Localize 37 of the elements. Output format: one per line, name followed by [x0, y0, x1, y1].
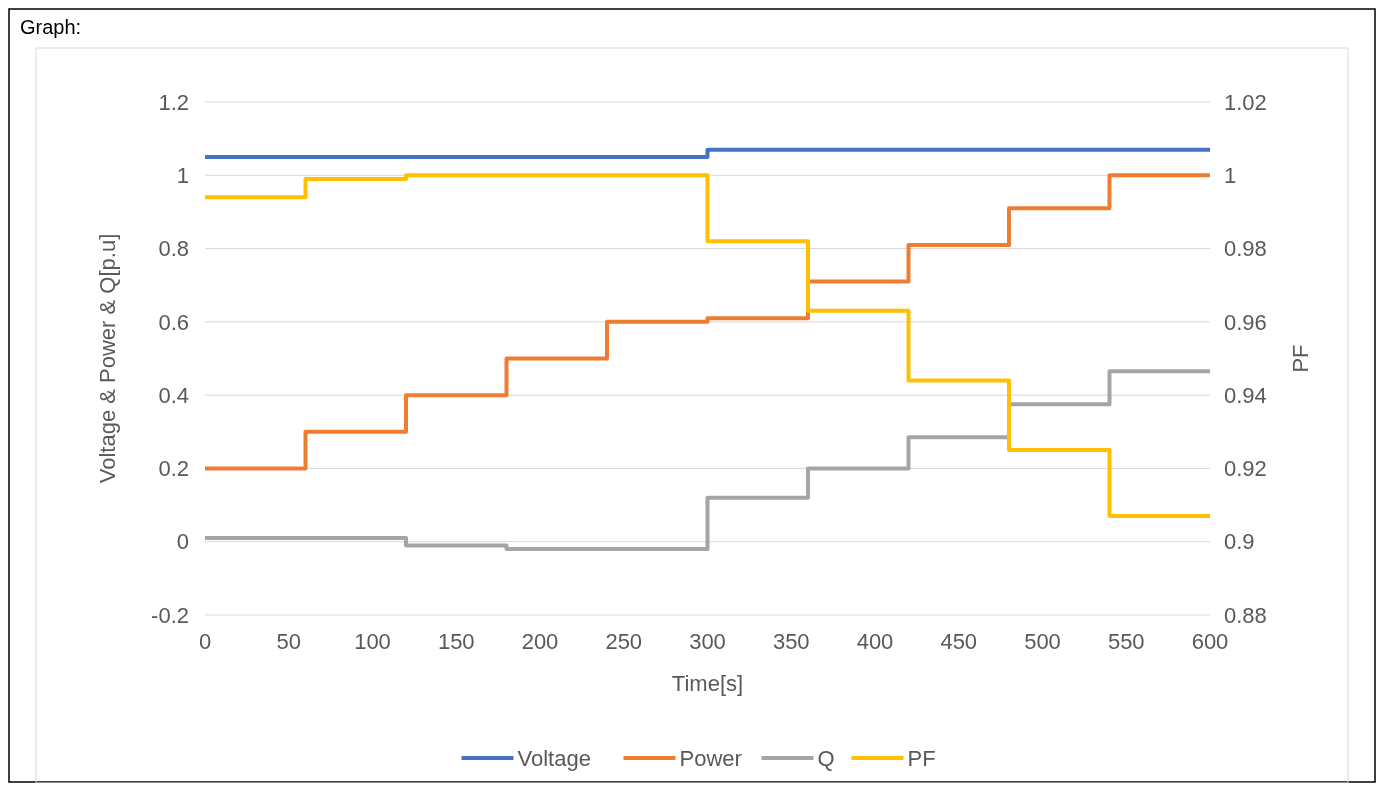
- x-tick-label: 200: [521, 629, 559, 654]
- y-tick-label: 0: [176, 529, 189, 555]
- y2-axis-title: PF: [1288, 344, 1313, 373]
- y2-tick-label: 0.9: [1224, 529, 1255, 555]
- y-tick-label: 0.8: [158, 236, 189, 262]
- y-axis-title: Voltage & Power & Q[p.u]: [95, 233, 120, 484]
- x-axis-title: Time[s]: [671, 671, 744, 696]
- x-tick-label: 0: [198, 629, 212, 654]
- y2-tick-label: 0.94: [1224, 382, 1267, 408]
- x-tick-label: 100: [354, 629, 391, 654]
- x-tick-label: 50: [276, 629, 301, 654]
- y2-tick-label: 0.92: [1224, 456, 1267, 482]
- x-tick-label: 400: [856, 629, 894, 654]
- legend-label: PF: [907, 745, 936, 771]
- y2-tick-label: 1.02: [1224, 89, 1267, 115]
- chart-title: Graph:: [20, 16, 82, 38]
- x-tick-label: 250: [605, 629, 643, 654]
- x-tick-label: 300: [689, 629, 726, 654]
- x-tick-label: 600: [1191, 629, 1229, 654]
- x-tick-label: 150: [437, 629, 475, 654]
- x-tick-label: 550: [1107, 629, 1145, 654]
- x-tick-label: 450: [940, 629, 978, 654]
- y2-tick-label: 0.88: [1224, 602, 1267, 628]
- y-tick-label: 1: [176, 162, 189, 188]
- y2-tick-label: 1: [1224, 162, 1237, 188]
- y2-tick-label: 0.98: [1224, 236, 1267, 262]
- x-tick-label: 500: [1024, 629, 1061, 654]
- y-tick-label: 1.2: [158, 89, 189, 115]
- legend-label: Voltage: [517, 745, 591, 771]
- legend-label: Q: [817, 745, 835, 771]
- y2-tick-label: 0.96: [1224, 309, 1267, 335]
- y-tick-label: -0.2: [151, 602, 189, 628]
- y-tick-label: 0.4: [158, 382, 189, 408]
- y-tick-label: 0.2: [158, 456, 189, 482]
- y-tick-label: 0.6: [158, 309, 189, 335]
- legend-label: Power: [679, 745, 742, 771]
- x-tick-label: 350: [772, 629, 810, 654]
